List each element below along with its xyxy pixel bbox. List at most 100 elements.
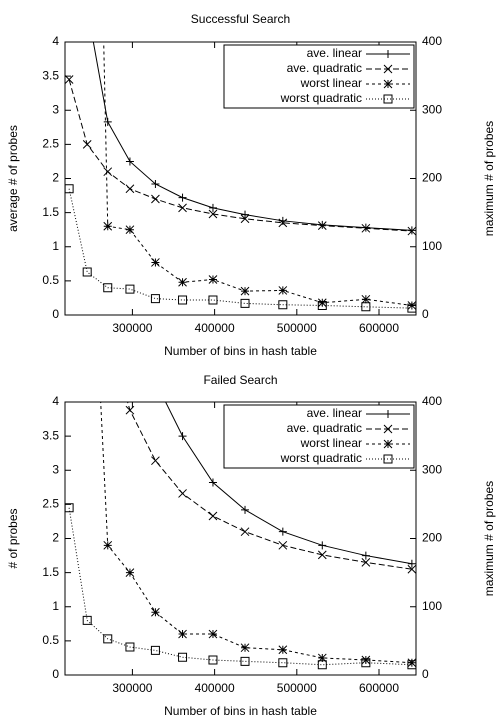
series-line [103, 42, 412, 306]
marker [103, 117, 112, 126]
marker [104, 330, 112, 338]
marker [178, 277, 187, 287]
marker [361, 558, 371, 567]
marker [208, 511, 218, 521]
marker [317, 550, 327, 560]
marker [241, 505, 250, 514]
y-tick-label: 0.5 [42, 273, 59, 287]
marker [317, 653, 327, 663]
marker [65, 57, 73, 65]
legend-label: ave. quadratic [287, 61, 362, 75]
marker [208, 275, 218, 284]
marker [208, 629, 218, 639]
x-axis-label: Number of bins in hash table [164, 704, 317, 718]
y-tick-label: 3 [52, 102, 59, 116]
marker [151, 194, 160, 204]
series-line [127, 402, 412, 570]
marker [82, 615, 92, 625]
marker [151, 258, 160, 267]
legend-marker [383, 94, 393, 104]
y-tick-label: 2 [52, 171, 59, 185]
marker [361, 655, 371, 665]
marker [178, 629, 187, 639]
marker [104, 193, 112, 201]
marker [83, 125, 91, 133]
plot-area [65, 42, 416, 313]
x-tick-label: 500000 [277, 321, 317, 335]
marker [240, 643, 250, 653]
marker [278, 218, 288, 228]
y-tick-label: 0 [52, 307, 59, 321]
marker [65, 57, 73, 65]
marker [103, 540, 113, 550]
legend-marker [383, 79, 393, 89]
legend-box [223, 44, 415, 109]
marker [150, 645, 160, 655]
legend-marker [383, 64, 393, 74]
y2-tick-label: 100 [422, 239, 442, 253]
y-tick-label: 2.5 [42, 137, 59, 151]
legend-marker [383, 439, 393, 449]
legend-marker [383, 454, 393, 464]
marker [278, 300, 288, 310]
x-tick-label: 400000 [195, 681, 235, 695]
y2-tick-label: 100 [422, 599, 442, 613]
marker [240, 298, 250, 308]
marker [178, 432, 187, 441]
marker [178, 295, 188, 305]
legend-label: worst quadratic [280, 451, 362, 465]
marker [317, 660, 327, 670]
marker [151, 378, 159, 386]
marker [125, 225, 135, 235]
marker [208, 203, 217, 212]
marker [241, 210, 250, 219]
series-line [165, 402, 412, 565]
y2-tick-label: 200 [422, 171, 442, 185]
y-tick-label: 1 [52, 239, 59, 253]
x-tick-label: 600000 [359, 321, 399, 335]
marker [208, 478, 217, 487]
marker [317, 300, 327, 310]
marker [125, 184, 135, 194]
plot-border [64, 401, 417, 676]
marker [278, 658, 288, 668]
marker [407, 226, 416, 236]
marker [83, 57, 91, 65]
y-tick-label: 1.5 [42, 205, 59, 219]
y-tick-label: 3 [52, 462, 59, 476]
x-axis-label: Number of bins in hash table [164, 344, 317, 358]
x-tick-label: 300000 [112, 681, 152, 695]
y2-axis-label: maximum # of probes [482, 121, 496, 236]
y-tick-label: 2 [52, 531, 59, 545]
legend-label: ave. linear [307, 46, 362, 60]
marker [317, 221, 327, 230]
marker [103, 283, 113, 293]
marker [125, 568, 135, 577]
marker [278, 286, 288, 295]
legend-box [223, 404, 415, 469]
marker [125, 642, 135, 652]
series-line [68, 507, 412, 666]
marker [240, 286, 250, 296]
legend-label: worst linear [300, 76, 362, 90]
x-tick-label: 500000 [277, 681, 317, 695]
y-axis-label: # of probes [6, 508, 20, 568]
x-tick-label: 400000 [195, 321, 235, 335]
marker [208, 209, 218, 219]
legend-marker [383, 424, 393, 434]
plot-border [64, 41, 417, 316]
series-line [68, 79, 412, 232]
marker [150, 294, 160, 304]
marker [361, 551, 370, 560]
marker [178, 652, 188, 662]
chart-title: Successful Search [191, 12, 290, 26]
marker [178, 203, 187, 213]
marker [278, 527, 287, 536]
y-tick-label: 1 [52, 599, 59, 613]
y-tick-label: 1.5 [42, 565, 59, 579]
y2-tick-label: 200 [422, 531, 442, 545]
marker [151, 456, 160, 466]
marker [208, 655, 218, 665]
y-tick-label: 0 [52, 667, 59, 681]
marker [178, 193, 187, 202]
